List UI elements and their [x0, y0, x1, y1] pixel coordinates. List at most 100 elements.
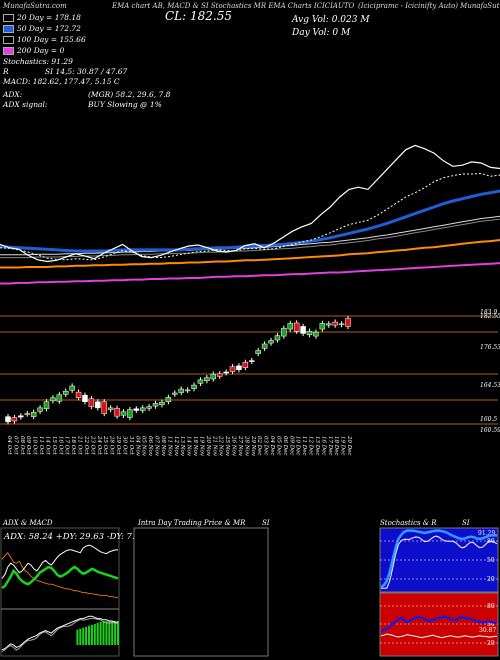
macd-histogram-bar	[96, 622, 99, 645]
macd-readout: MACD: 182.62, 177.47, 5.15 C	[3, 77, 120, 86]
candle	[88, 398, 95, 407]
si-value: 30.87	[479, 627, 496, 634]
si-r-label: R	[3, 67, 9, 76]
price-level-label: 160.5	[480, 416, 497, 423]
stoch-lines	[380, 529, 498, 589]
candle	[274, 335, 281, 341]
macd-histogram-bar	[82, 627, 85, 645]
macd-histogram-bar	[93, 623, 96, 645]
price-level-label: 176.53	[480, 344, 500, 351]
date-tick-label: 03 Dec	[263, 436, 269, 456]
date-tick-label: 07 Oct	[12, 436, 18, 455]
adx-label: ADX:	[3, 90, 23, 99]
adx-lines	[1, 544, 119, 598]
si-level-50: 50	[487, 621, 495, 628]
candle	[24, 413, 30, 415]
stoch-k-line	[380, 529, 497, 589]
avg-volume: Avg Vol: 0.023 M	[292, 15, 370, 25]
candle	[216, 373, 223, 377]
date-tick-label: 11 Oct	[38, 436, 44, 455]
legend-item-20: 20 Day = 178.18	[3, 13, 81, 22]
candle	[281, 327, 287, 337]
candle	[120, 411, 127, 416]
intraday-panel-frame	[133, 527, 269, 657]
intraday-si-label: SI	[262, 519, 270, 527]
candle	[127, 409, 133, 418]
date-tick-label: 21 Oct	[77, 435, 83, 455]
macd-histogram-bar	[76, 629, 79, 645]
date-tick-label: 04 Dec	[269, 436, 275, 456]
candle	[184, 389, 191, 392]
price-level-label: 182.55	[480, 313, 500, 320]
candle	[172, 392, 178, 395]
candle	[268, 340, 274, 344]
date-tick-label: 06 Dec	[282, 436, 288, 456]
candle	[223, 371, 229, 374]
candle	[139, 407, 146, 411]
date-tick-label: 04 Nov	[134, 436, 140, 457]
si-signal-line	[380, 615, 498, 633]
si-line	[380, 633, 497, 639]
date-tick-label: 06 Nov	[147, 436, 153, 457]
legend-swatch-100	[3, 36, 14, 44]
close-label: CL: 182.55	[165, 9, 232, 23]
date-tick-label: 20 Nov	[205, 435, 211, 457]
candle	[62, 390, 69, 395]
si-panel	[379, 592, 499, 657]
header-center: EMA chart AB, MACD & SI Stochastics MR E…	[112, 2, 355, 10]
date-tick-label: 10 Dec	[295, 436, 301, 456]
date-tick-label: 04 Oct	[6, 436, 12, 455]
stoch-level-20: 20	[487, 576, 495, 583]
price-level-label: 160.59	[480, 427, 500, 434]
adx-main-line	[1, 565, 119, 589]
date-tick-label: 26 Nov	[231, 435, 237, 457]
day-volume: Day Vol: 0 M	[292, 28, 351, 38]
candle	[107, 407, 114, 410]
date-tick-label: 30 Oct	[121, 436, 127, 455]
date-tick-label: 18 Nov	[192, 436, 198, 457]
date-tick-label: 21 Nov	[211, 435, 217, 457]
date-tick-label: 28 Oct	[109, 435, 115, 455]
candle	[249, 360, 255, 362]
si-readout: SI 14,5: 30.87 / 47.67	[45, 67, 128, 76]
candle	[159, 401, 165, 406]
legend-swatch-20	[3, 14, 14, 22]
date-tick-label: 29 Oct	[115, 435, 121, 455]
legend-swatch-200	[3, 47, 14, 55]
candle	[197, 379, 204, 384]
ema-layer	[0, 144, 500, 285]
candle	[242, 362, 249, 368]
legend-item-50: 50 Day = 172.72	[3, 24, 81, 33]
date-tick-label: 17 Dec	[327, 436, 333, 456]
candle	[261, 343, 268, 349]
macd-histogram-bar	[117, 621, 119, 645]
adx-minus-di-line	[1, 552, 118, 598]
adx-signal-label: ADX signal:	[3, 100, 48, 109]
candle	[306, 331, 313, 336]
macd-signal-line	[1, 617, 119, 653]
date-tick-label: 14 Nov	[186, 436, 192, 457]
stoch-d-line	[381, 535, 498, 589]
header-left: MunafaSutra.com	[3, 2, 67, 10]
date-tick-label: 02 Dec	[256, 436, 262, 456]
candle	[287, 323, 294, 330]
macd-histogram-bar	[90, 624, 93, 645]
si-level-80: 80	[487, 603, 495, 610]
candle	[326, 323, 332, 326]
macd-histogram-bar	[88, 625, 90, 645]
date-tick-label: 11 Nov	[166, 436, 172, 457]
adx-values: (MGR) 58.2, 29.6, 7.8	[88, 90, 171, 99]
macd-histogram-bar	[85, 626, 88, 645]
candle	[37, 407, 43, 412]
candle	[332, 321, 338, 326]
date-tick-label: 17 Oct	[64, 436, 70, 455]
date-tick-label: 14 Oct	[44, 436, 50, 455]
candle	[133, 408, 140, 411]
ema-50-line	[0, 189, 500, 253]
date-tick-label: 18 Oct	[70, 436, 76, 455]
si-lines	[380, 615, 498, 639]
ema-orange-line	[0, 239, 500, 269]
ema-magenta-line	[0, 262, 500, 285]
